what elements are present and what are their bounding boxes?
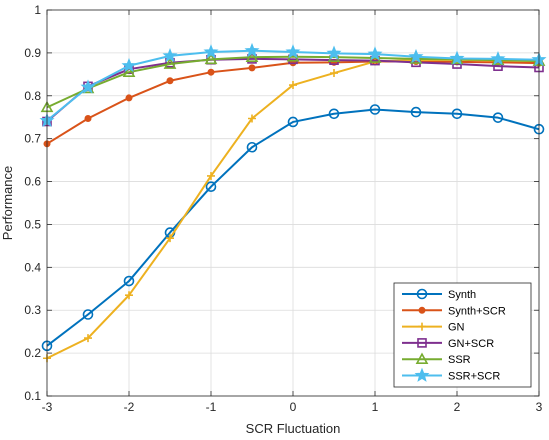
legend-entry-gn-scr: GN+SCR: [402, 338, 494, 350]
data-point-synth: [246, 141, 258, 153]
data-point-ssr-scr: [449, 50, 465, 65]
data-point-gn: [289, 81, 297, 90]
data-point-ssr-scr: [244, 42, 260, 58]
legend-label: SSR+SCR: [448, 371, 500, 383]
data-point-ssr: [122, 65, 136, 77]
data-point-ssr-scr: [162, 48, 178, 63]
y-tick-label: 0.9: [24, 46, 41, 60]
data-point-synth: [205, 181, 217, 193]
legend-marker: [416, 288, 428, 300]
data-point-ssr-scr: [408, 48, 424, 64]
data-point-synth: [328, 108, 340, 120]
data-point-synth: [369, 104, 381, 115]
legend-entry-ssr-scr: SSR+SCR: [402, 367, 500, 383]
y-tick-label: 0.6: [24, 175, 41, 189]
ticks: -3 -2 -1 0 1 2 3 0.1 0.2 0.3 0.4 0.5 0.6 0.7 0.8 0.9 1: [24, 3, 542, 414]
x-tick-label: 2: [454, 400, 461, 414]
data-point-synth: [287, 116, 299, 128]
legend-marker: [417, 338, 427, 348]
data-point-ssr-scr: [285, 44, 301, 59]
x-tick-label: 1: [372, 400, 379, 414]
y-tick-label: 0.8: [24, 89, 41, 103]
x-axis-label: SCR Fluctuation: [246, 421, 341, 436]
y-tick-label: 0.2: [24, 346, 41, 360]
legend-marker: [414, 367, 430, 382]
data-point-ssr: [204, 52, 218, 65]
y-axis-label: Performance: [0, 166, 15, 240]
data-point-ssr-scr: [121, 57, 137, 73]
data-point-synth-scr: [84, 115, 92, 123]
legend-entry-synth-scr: Synth+SCR: [402, 305, 506, 317]
legend-entry-synth: Synth: [402, 288, 476, 301]
data-point-ssr: [245, 50, 259, 62]
data-point-synth: [123, 275, 135, 287]
data-point-synth: [82, 309, 94, 320]
data-point-ssr-scr: [80, 79, 96, 94]
data-point-synth: [492, 112, 504, 123]
data-point-synth: [410, 106, 422, 118]
data-point-gn: [166, 234, 174, 243]
data-point-gn: [248, 114, 256, 123]
data-point-ssr-scr: [326, 45, 342, 60]
legend-label: SSR: [448, 354, 471, 366]
data-point-synth-scr: [166, 77, 174, 85]
legend-label: GN: [448, 322, 465, 334]
data-point-gn: [207, 171, 215, 180]
y-tick-label: 0.7: [24, 132, 41, 146]
y-tick-label: 0.5: [24, 217, 41, 231]
x-tick-label: -2: [124, 400, 135, 414]
legend-marker: [418, 322, 426, 331]
data-point-ssr: [163, 57, 177, 69]
data-point-ssr-scr: [490, 51, 506, 66]
x-tick-label: -1: [206, 400, 217, 414]
x-tick-label: 3: [536, 400, 543, 414]
data-point-ssr-scr: [367, 46, 383, 61]
series-ssr-scr: [39, 42, 547, 128]
data-point-synth-scr: [248, 64, 256, 72]
data-point-gn: [84, 334, 92, 343]
legend-label: Synth: [448, 289, 476, 301]
legend-entry-ssr: SSR: [402, 352, 471, 366]
data-point-synth-scr: [125, 94, 133, 102]
data-point-synth-scr: [207, 68, 215, 76]
legend-label: GN+SCR: [448, 338, 494, 350]
y-tick-label: 1: [34, 3, 41, 17]
x-tick-label: -3: [42, 400, 53, 414]
legend-label: Synth+SCR: [448, 305, 506, 317]
y-tick-label: 0.3: [24, 303, 41, 317]
data-point-gn: [330, 69, 338, 78]
data-point-gn: [125, 291, 133, 300]
legend-entry-gn: GN: [402, 322, 465, 334]
data-point-synth: [451, 108, 463, 120]
legend-marker: [415, 352, 429, 365]
y-tick-label: 0.1: [24, 389, 41, 403]
legend: Synth Synth+SCR GN GN+SCR SSR SSR+SCR: [393, 282, 532, 388]
legend-box: [393, 282, 532, 388]
data-point-ssr-scr: [203, 44, 219, 59]
legend-marker: [418, 306, 426, 314]
y-tick-label: 0.4: [24, 260, 41, 274]
x-tick-label: 0: [290, 400, 297, 414]
series-line-synth: [46, 108, 540, 347]
